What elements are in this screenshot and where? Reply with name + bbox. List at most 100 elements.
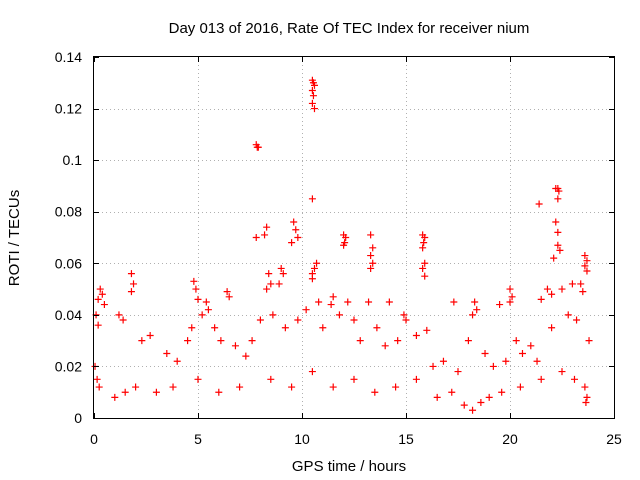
data-point xyxy=(308,195,316,203)
x-axis-tick-labels: 0 5 10 15 20 25 xyxy=(90,431,622,447)
y-tick-label: 0.1 xyxy=(63,152,83,168)
data-point xyxy=(335,311,343,319)
data-point xyxy=(537,295,545,303)
data-point xyxy=(450,298,458,306)
data-point xyxy=(242,352,250,360)
x-axis-title: GPS time / hours xyxy=(292,458,406,475)
data-point xyxy=(423,326,431,334)
x-tick-label: 0 xyxy=(90,431,98,447)
data-point xyxy=(460,401,468,409)
data-point xyxy=(554,228,562,236)
data-point xyxy=(548,290,556,298)
y-tick-label: 0.14 xyxy=(55,49,82,65)
data-point xyxy=(585,337,593,345)
data-point xyxy=(573,316,581,324)
data-point xyxy=(252,234,260,241)
data-point xyxy=(310,81,318,89)
data-point xyxy=(225,293,233,301)
data-point xyxy=(550,254,558,262)
data-point xyxy=(130,280,138,288)
data-point xyxy=(310,264,318,272)
data-point xyxy=(583,267,591,275)
data-point xyxy=(111,393,119,401)
data-point xyxy=(582,399,590,407)
data-point xyxy=(275,280,283,288)
data-point xyxy=(554,241,562,249)
data-point xyxy=(543,285,551,293)
data-point xyxy=(265,270,273,278)
data-point xyxy=(367,264,375,272)
data-point xyxy=(294,316,302,324)
data-point xyxy=(392,383,400,391)
data-point xyxy=(100,301,108,309)
data-point xyxy=(146,331,154,339)
grid-lines xyxy=(94,57,614,418)
axis-ticks xyxy=(94,57,615,419)
data-point xyxy=(152,388,160,396)
data-point xyxy=(194,295,202,303)
data-point xyxy=(269,311,277,319)
data-point xyxy=(502,357,510,365)
data-point xyxy=(115,311,123,319)
data-point xyxy=(564,311,572,319)
data-point xyxy=(223,288,231,296)
data-point xyxy=(548,324,556,332)
data-point xyxy=(350,375,358,383)
data-point xyxy=(292,226,300,234)
data-point xyxy=(581,383,589,391)
data-point xyxy=(169,383,177,391)
data-point xyxy=(506,285,514,293)
data-point xyxy=(381,342,389,350)
data-point xyxy=(583,393,591,401)
x-tick-label: 25 xyxy=(606,431,622,447)
data-point xyxy=(215,388,223,396)
data-point xyxy=(173,357,181,365)
data-point xyxy=(471,298,479,306)
data-point xyxy=(570,375,578,383)
y-tick-label: 0.12 xyxy=(55,101,82,117)
data-point xyxy=(288,239,296,247)
data-point xyxy=(512,337,520,345)
data-point xyxy=(127,288,135,296)
data-point xyxy=(373,324,381,332)
x-tick-label: 20 xyxy=(502,431,518,447)
y-tick-label: 0.06 xyxy=(55,255,82,271)
data-point xyxy=(350,316,358,324)
data-point xyxy=(329,293,337,301)
data-point xyxy=(568,280,576,288)
data-point xyxy=(429,362,437,370)
data-point xyxy=(192,285,200,293)
y-tick-label: 0 xyxy=(74,410,82,426)
data-point xyxy=(308,99,316,107)
data-point xyxy=(448,388,456,396)
data-point xyxy=(421,234,429,241)
data-point xyxy=(558,368,566,376)
data-point xyxy=(302,306,310,314)
y-axis-tick-labels: 0 0.02 0.04 0.06 0.08 0.1 0.12 0.14 xyxy=(55,49,82,426)
data-point xyxy=(555,187,563,195)
data-point xyxy=(309,92,317,100)
data-point xyxy=(121,388,129,396)
data-point xyxy=(498,388,506,396)
data-point xyxy=(277,264,285,272)
data-point xyxy=(313,259,321,267)
data-point xyxy=(356,337,364,345)
data-point xyxy=(308,275,316,283)
data-point xyxy=(98,290,106,298)
plot-frame xyxy=(93,56,615,419)
data-point xyxy=(412,375,420,383)
data-point xyxy=(202,298,210,306)
data-point xyxy=(371,388,379,396)
data-point xyxy=(217,337,225,345)
data-point xyxy=(365,298,373,306)
data-point xyxy=(231,342,239,350)
data-point xyxy=(581,252,589,260)
data-point xyxy=(194,375,202,383)
data-point xyxy=(367,231,375,239)
data-point xyxy=(583,257,591,265)
chart-title: Day 013 of 2016, Rate Of TEC Index for r… xyxy=(169,20,530,37)
data-point xyxy=(279,270,287,278)
data-point xyxy=(248,337,256,345)
